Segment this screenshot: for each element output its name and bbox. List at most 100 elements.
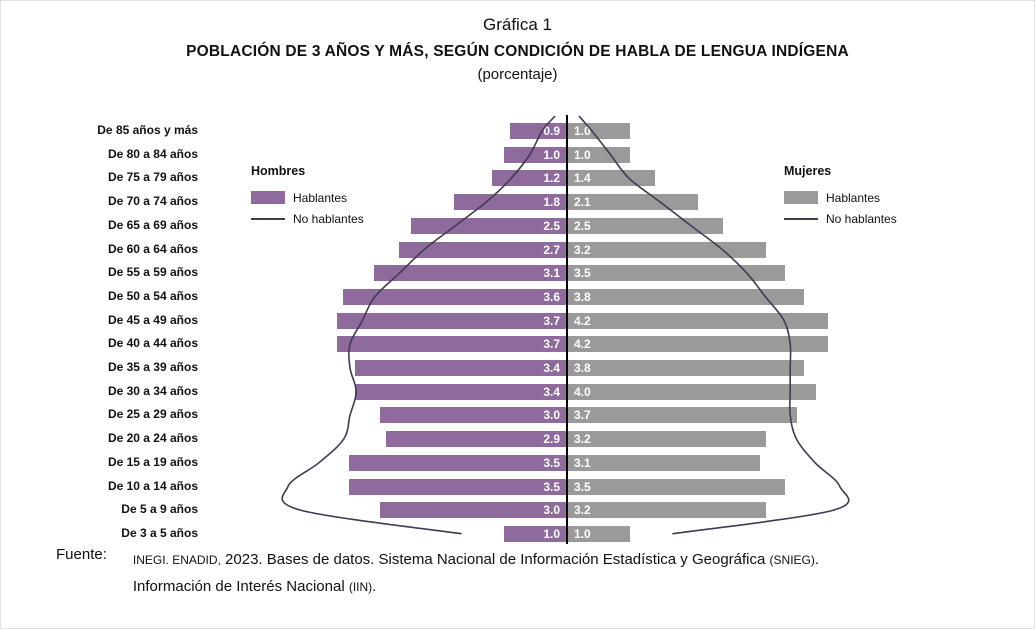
- mujeres-bar: 1.4: [568, 170, 655, 187]
- bar-value: 2.9: [543, 432, 560, 447]
- hombres-bar: 3.4: [355, 360, 566, 376]
- hombres-bar: 3.7: [336, 312, 566, 329]
- source-text-segment: (SNIEG): [769, 553, 815, 567]
- hombres-bar: 3.6: [342, 288, 566, 305]
- mujeres-bar: 1.0: [568, 123, 630, 139]
- bar-value: 4.2: [574, 337, 591, 352]
- hombres-bar: 2.9: [386, 431, 566, 448]
- bar-value: 3.5: [574, 479, 591, 494]
- bar-value: 1.0: [574, 147, 591, 162]
- source-line-1: INEGI. ENADID, 2023. Bases de datos. Sis…: [133, 546, 819, 573]
- age-label: De 80 a 84 años: [107, 146, 198, 161]
- age-label: De 45 a 49 años: [107, 312, 198, 327]
- source-text-segment: INEGI. ENADID,: [132, 553, 221, 567]
- age-label: De 65 a 69 años: [107, 217, 198, 232]
- pyramid-row: De 50 a 54 años 3.6 3.8: [1, 285, 1034, 309]
- bar-value: 1.2: [543, 171, 560, 186]
- bar-value: 3.5: [543, 479, 560, 494]
- pyramid-row: De 60 a 64 años 2.7 3.2: [1, 238, 1034, 262]
- age-label: De 15 a 19 años: [107, 454, 198, 469]
- bar-value: 1.0: [574, 124, 591, 138]
- mujeres-bar: 3.2: [568, 502, 767, 519]
- legend-item-no-hablantes: No hablantes: [784, 208, 944, 229]
- chart-title: POBLACIÓN DE 3 AÑOS Y MÁS, SEGÚN CONDICI…: [186, 43, 849, 60]
- age-label: De 50 a 54 años: [107, 288, 198, 303]
- pyramid-row: De 25 a 29 años 3.0 3.7: [1, 403, 1034, 427]
- bar-value: 3.4: [543, 384, 560, 399]
- pyramid-row: De 40 a 44 años 3.7 4.2: [1, 332, 1034, 356]
- bar-value: 2.5: [574, 218, 591, 233]
- bar-value: 3.7: [543, 313, 560, 328]
- center-axis-line: [566, 115, 568, 544]
- hombres-bar: 3.0: [380, 407, 566, 424]
- bar-value: 3.2: [574, 432, 591, 447]
- hombres-bar: 3.7: [336, 336, 566, 353]
- legend-hombres-title: Hombres: [251, 164, 306, 178]
- source-text-segment: 2023. Bases de datos. Sistema Nacional d…: [220, 551, 770, 568]
- age-label: De 25 a 29 años: [107, 407, 198, 422]
- mujeres-bar: 3.2: [568, 431, 767, 448]
- purple-bar-swatch-icon: [251, 191, 285, 204]
- age-label: De 85 años y más: [97, 123, 198, 137]
- hombres-bar: 2.5: [411, 217, 566, 234]
- hombres-bar: 1.0: [504, 525, 566, 542]
- age-label: De 55 a 59 años: [107, 265, 198, 280]
- bar-value: 2.1: [574, 195, 591, 210]
- chart-titles: Gráfica 1 POBLACIÓN DE 3 AÑOS Y MÁS, SEG…: [1, 15, 1034, 83]
- chart-unit-label: (porcentaje): [477, 66, 558, 83]
- pyramid-row: De 85 años y más 0.9 1.0: [1, 119, 1034, 143]
- hombres-bar: 3.1: [373, 265, 566, 282]
- bar-value: 3.7: [574, 408, 591, 423]
- hombres-bar: 3.5: [349, 478, 566, 495]
- age-label: De 30 a 34 años: [107, 383, 198, 398]
- age-label: De 40 a 44 años: [107, 336, 198, 351]
- hombres-bar: 2.7: [398, 241, 566, 258]
- hombres-bar: 3.4: [355, 383, 566, 400]
- hombres-bar: 1.8: [454, 194, 566, 211]
- source-text-segment: (IIN): [348, 580, 373, 594]
- pyramid-row: De 3 a 5 años 1.0 1.0: [1, 522, 1034, 546]
- mujeres-bar: 3.1: [568, 454, 761, 471]
- source-text-segment: .: [372, 578, 377, 595]
- mujeres-bar: 1.0: [568, 146, 630, 163]
- age-label: De 10 a 14 años: [107, 478, 198, 493]
- gray-bar-swatch-icon: [784, 191, 818, 204]
- mujeres-bar: 3.5: [568, 265, 785, 282]
- bar-value: 1.0: [543, 526, 560, 541]
- bar-value: 1.0: [543, 147, 560, 162]
- bar-value: 2.7: [543, 242, 560, 257]
- bar-value: 3.8: [574, 361, 591, 375]
- legend-item-no-hablantes: No hablantes: [251, 208, 411, 229]
- age-label: De 35 a 39 años: [107, 360, 198, 374]
- chart-number: Gráfica 1: [483, 15, 552, 34]
- bar-value: 3.2: [574, 503, 591, 518]
- legend-label: Hablantes: [826, 190, 881, 205]
- legend-label: No hablantes: [826, 211, 897, 226]
- legend-item-hablantes: Hablantes: [251, 187, 411, 208]
- line-swatch-icon: [251, 217, 285, 220]
- bar-value: 1.4: [574, 171, 591, 186]
- bar-value: 3.7: [543, 337, 560, 352]
- pyramid-row: De 35 a 39 años 3.4 3.8: [1, 356, 1034, 380]
- bar-value: 3.2: [574, 242, 591, 257]
- bar-value: 3.6: [543, 289, 560, 304]
- legend-item-hablantes: Hablantes: [784, 187, 944, 208]
- mujeres-bar: 3.8: [568, 288, 804, 305]
- legend-mujeres: Mujeres Hablantes No hablantes: [784, 164, 944, 229]
- legend-label: No hablantes: [293, 211, 364, 226]
- source-text-segment: .: [814, 551, 820, 568]
- bar-value: 1.0: [574, 526, 591, 541]
- bar-value: 2.5: [543, 218, 560, 233]
- hombres-bar: 1.2: [491, 170, 566, 187]
- pyramid-row: De 45 a 49 años 3.7 4.2: [1, 309, 1034, 333]
- age-label: De 5 a 9 años: [121, 502, 198, 517]
- pyramid-row: De 10 a 14 años 3.5 3.5: [1, 475, 1034, 499]
- age-label: De 75 a 79 años: [107, 170, 198, 185]
- bar-value: 3.1: [543, 266, 560, 281]
- source-label: Fuente:: [56, 546, 107, 563]
- legend-label: Hablantes: [293, 190, 348, 205]
- source-note: Fuente: INEGI. ENADID, 2023. Bases de da…: [56, 546, 819, 600]
- bar-value: 4.0: [574, 384, 591, 399]
